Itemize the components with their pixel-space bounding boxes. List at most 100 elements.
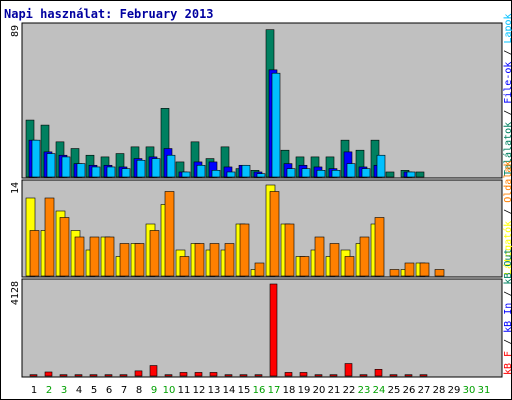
bar-Lapok-day-11 xyxy=(181,171,191,178)
y-max-label: 89 xyxy=(10,25,21,37)
bar-Oldalak-day-21 xyxy=(329,243,340,277)
bar-Lapok-day-26 xyxy=(406,171,416,178)
day-label-22: 22 xyxy=(343,385,356,396)
bar-kB F-day-25 xyxy=(389,374,398,377)
bar-kB F-day-19 xyxy=(299,372,308,377)
bar-Oldalak-day-24 xyxy=(374,217,385,277)
legend-entry: kB In xyxy=(503,303,512,333)
bar-Oldalak-day-26 xyxy=(404,262,415,277)
bar-Oldalak-day-4 xyxy=(74,236,85,277)
bar-Lapok-day-16 xyxy=(256,173,266,178)
bar-Találatok-day-27 xyxy=(415,171,425,178)
bar-kB F-day-26 xyxy=(404,374,413,377)
day-label-30: 30 xyxy=(463,385,476,396)
legend-entry: / xyxy=(503,104,512,122)
bar-Oldalak-day-2 xyxy=(44,197,55,277)
bar-Lapok-day-4 xyxy=(76,163,86,178)
bar-Oldalak-day-6 xyxy=(104,236,115,277)
bar-Lapok-day-19 xyxy=(301,168,311,178)
bar-Lapok-day-18 xyxy=(286,168,296,178)
bar-Lapok-day-20 xyxy=(316,170,326,178)
bar-Lapok-day-3 xyxy=(61,156,71,178)
bar-Oldalak-day-10 xyxy=(164,191,175,277)
day-label-31: 31 xyxy=(478,385,491,396)
bar-kB F-day-4 xyxy=(74,374,83,377)
bar-Lapok-day-2 xyxy=(46,153,56,178)
legend-entry: / xyxy=(503,333,512,351)
legend-hits: Találatok / File-ok / Lapok xyxy=(502,13,512,176)
day-label-1: 1 xyxy=(31,385,37,396)
bar-Lapok-day-7 xyxy=(121,168,131,178)
day-label-29: 29 xyxy=(448,385,461,396)
day-label-12: 12 xyxy=(193,385,206,396)
bar-kB F-day-11 xyxy=(179,372,188,377)
day-label-13: 13 xyxy=(208,385,221,396)
legend-entry: kB F xyxy=(503,351,512,375)
bar-Lapok-day-14 xyxy=(226,171,236,178)
bar-Lapok-day-21 xyxy=(331,170,341,178)
bar-Lapok-day-15 xyxy=(241,164,251,178)
legend-entry: / xyxy=(503,285,512,303)
legend-entry: / xyxy=(503,44,512,62)
bar-Lapok-day-5 xyxy=(91,166,101,178)
bar-Oldalak-day-5 xyxy=(89,236,100,277)
day-label-26: 26 xyxy=(403,385,416,396)
bar-Oldalak-day-22 xyxy=(344,256,355,277)
bar-kB F-day-2 xyxy=(44,371,53,377)
bar-kB F-day-9 xyxy=(149,365,158,377)
bar-Lapok-day-23 xyxy=(361,168,371,178)
day-label-23: 23 xyxy=(358,385,371,396)
bar-Oldalak-day-18 xyxy=(284,223,295,277)
bar-Lapok-day-9 xyxy=(151,158,161,178)
bar-kB F-day-13 xyxy=(209,372,218,377)
bar-Lapok-day-10 xyxy=(166,154,176,178)
bar-kB F-day-17 xyxy=(269,283,278,377)
bar-Oldalak-day-3 xyxy=(59,217,70,277)
legend-entry: Találatok xyxy=(502,122,512,176)
panel-background xyxy=(21,22,503,179)
day-label-20: 20 xyxy=(313,385,326,396)
bar-Oldalak-day-28 xyxy=(434,269,445,277)
day-label-19: 19 xyxy=(298,385,311,396)
bar-kB F-day-3 xyxy=(59,374,68,377)
legend-kbytes: kB F / kB In / kB Out xyxy=(503,249,512,375)
legend-entry: Lapok xyxy=(503,13,512,43)
bar-Oldalak-day-11 xyxy=(179,256,190,277)
day-label-25: 25 xyxy=(388,385,401,396)
legend-entry: Oldalak xyxy=(503,161,512,203)
day-label-14: 14 xyxy=(223,385,236,396)
day-label-6: 6 xyxy=(106,385,112,396)
bar-kB F-day-10 xyxy=(164,374,173,377)
panel-visits: 14 Látogatók / Oldalak xyxy=(10,161,512,278)
day-label-11: 11 xyxy=(178,385,191,396)
bar-Oldalak-day-16 xyxy=(254,262,265,277)
bar-kB F-day-16 xyxy=(254,374,263,377)
bar-kB F-day-21 xyxy=(329,374,338,377)
panel-background xyxy=(21,278,503,378)
day-label-4: 4 xyxy=(76,385,82,396)
bar-kB F-day-27 xyxy=(419,374,428,377)
bar-kB F-day-23 xyxy=(359,374,368,377)
bar-kB F-day-6 xyxy=(104,374,113,377)
legend-entry: File-ok xyxy=(503,62,512,104)
bar-kB F-day-12 xyxy=(194,372,203,377)
legend-entry: kB Out xyxy=(503,249,512,285)
bar-Oldalak-day-15 xyxy=(239,223,250,277)
bar-Oldalak-day-13 xyxy=(209,243,220,277)
bar-kB F-day-8 xyxy=(134,370,143,377)
bar-Találatok-day-25 xyxy=(385,171,395,178)
bar-kB F-day-18 xyxy=(284,372,293,377)
day-label-5: 5 xyxy=(91,385,97,396)
bar-Lapok-day-24 xyxy=(376,154,386,178)
bar-Lapok-day-1 xyxy=(31,139,41,178)
legend-entry: / xyxy=(503,203,512,221)
bar-Oldalak-day-17 xyxy=(269,191,280,277)
day-label-7: 7 xyxy=(121,385,127,396)
bar-Oldalak-day-14 xyxy=(224,243,235,277)
bar-kB F-day-7 xyxy=(119,374,128,377)
bar-kB F-day-5 xyxy=(89,374,98,377)
day-label-21: 21 xyxy=(328,385,341,396)
day-label-3: 3 xyxy=(61,385,67,396)
bar-Oldalak-day-9 xyxy=(149,230,160,277)
